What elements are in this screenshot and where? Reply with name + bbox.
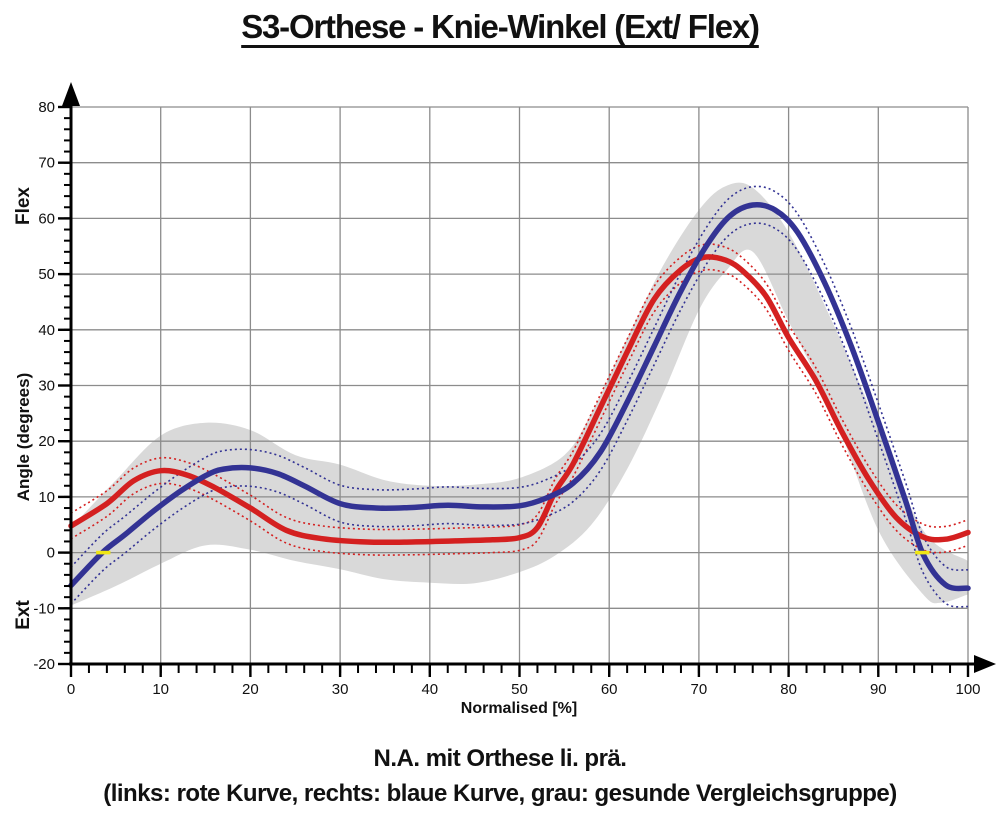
x-tick-label: 0: [67, 681, 75, 698]
caption-line-1: N.A. mit Orthese li. prä.: [373, 745, 627, 772]
chart-title: S3-Orthese - Knie-Winkel (Ext/ Flex): [241, 8, 760, 45]
reference-band: [71, 182, 968, 606]
x-tick-label: 60: [601, 681, 618, 698]
x-tick-label: 80: [780, 681, 797, 698]
y-tick-label: -20: [33, 656, 55, 673]
y-tick-label: 40: [38, 322, 55, 339]
x-tick-label: 100: [955, 681, 980, 698]
knee-angle-chart: -20 -10 0 10 20 30 40 50 60 70 80 0 10 20 30 40 50 60 70 80…: [33, 82, 996, 698]
y-tick-label: 60: [38, 210, 55, 227]
x-tick-label: 40: [421, 681, 438, 698]
sd-curve: [70, 268, 969, 556]
x-axis-arrow-icon: [974, 655, 996, 673]
caption-line-2: (links: rote Kurve, rechts: blaue Kurve,…: [103, 780, 897, 807]
sd-curve: [70, 243, 969, 531]
x-tick-label: 20: [242, 681, 259, 698]
y-tick-label: 80: [38, 99, 55, 116]
sd-curve: [70, 185, 969, 571]
event-marker: [96, 550, 111, 555]
mean-curve: [68, 202, 971, 592]
x-tick-label: 10: [152, 681, 169, 698]
y-axis-arrow-icon: [62, 82, 80, 106]
x-axis-title: Normalised [%]: [460, 700, 578, 717]
x-tick-label: 70: [691, 681, 708, 698]
y-tick-label: 0: [47, 545, 55, 562]
x-tick-label: 90: [870, 681, 887, 698]
x-tick-label: 50: [511, 681, 528, 698]
x-tick-label: 30: [332, 681, 349, 698]
y-tick-label: 50: [38, 266, 55, 283]
y-tick-label: -10: [33, 600, 55, 617]
y-tick-label: 20: [38, 433, 55, 450]
y-tick-label: 30: [38, 378, 55, 395]
mean-curve: [68, 254, 971, 546]
y-tick-label: 10: [38, 489, 55, 506]
y-tick-label: 70: [38, 155, 55, 172]
event-marker: [915, 550, 930, 555]
